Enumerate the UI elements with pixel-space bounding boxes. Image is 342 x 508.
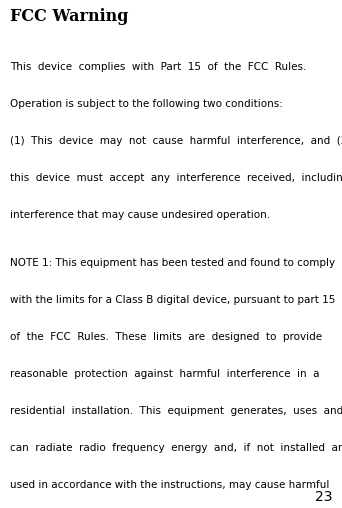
Text: FCC Warning: FCC Warning bbox=[10, 8, 129, 25]
Text: Operation is subject to the following two conditions:: Operation is subject to the following tw… bbox=[10, 99, 283, 109]
Text: 23: 23 bbox=[315, 490, 332, 504]
Text: This  device  complies  with  Part  15  of  the  FCC  Rules.: This device complies with Part 15 of the… bbox=[10, 62, 306, 72]
Text: (1)  This  device  may  not  cause  harmful  interference,  and  (2): (1) This device may not cause harmful in… bbox=[10, 136, 342, 146]
Text: interference that may cause undesired operation.: interference that may cause undesired op… bbox=[10, 210, 270, 220]
Text: of  the  FCC  Rules.  These  limits  are  designed  to  provide: of the FCC Rules. These limits are desig… bbox=[10, 332, 322, 342]
Text: this  device  must  accept  any  interference  received,  including: this device must accept any interference… bbox=[10, 173, 342, 183]
Text: can  radiate  radio  frequency  energy  and,  if  not  installed  and: can radiate radio frequency energy and, … bbox=[10, 443, 342, 453]
Text: reasonable  protection  against  harmful  interference  in  a: reasonable protection against harmful in… bbox=[10, 369, 319, 379]
Text: with the limits for a Class B digital device, pursuant to part 15: with the limits for a Class B digital de… bbox=[10, 295, 336, 305]
Text: used in accordance with the instructions, may cause harmful: used in accordance with the instructions… bbox=[10, 480, 329, 490]
Text: NOTE 1: This equipment has been tested and found to comply: NOTE 1: This equipment has been tested a… bbox=[10, 258, 335, 268]
Text: residential  installation.  This  equipment  generates,  uses  and: residential installation. This equipment… bbox=[10, 406, 342, 416]
